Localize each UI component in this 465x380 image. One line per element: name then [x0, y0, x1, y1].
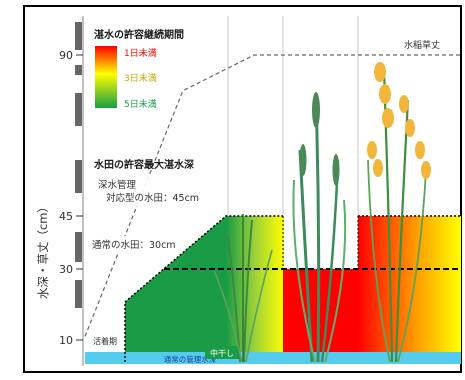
- area-heading: [358, 216, 461, 362]
- rice-plant-heading-icon: [292, 92, 347, 363]
- deep-water-label-line2: 対応型の水田：45cm: [106, 192, 199, 204]
- duration-legend: 湛水の許容継続期間 1日未満 3日未満 5日未満: [94, 28, 184, 110]
- plant-height-line: [84, 54, 461, 337]
- y-axis-ruler: [75, 22, 82, 308]
- duration-legend-swatch: [95, 46, 117, 108]
- stage-label-midseason: 中干し: [210, 348, 234, 358]
- y-tick-label: 30: [59, 263, 73, 276]
- y-axis-label: 水深・草丈（cm）: [36, 201, 50, 299]
- normal-water-label-bg: [89, 236, 169, 252]
- duration-legend-title: 湛水の許容継続期間: [94, 28, 184, 41]
- rice-plant-ripe-icon: [367, 62, 431, 363]
- stage-label-establishment: 活着期: [93, 336, 117, 346]
- figure-frame: [23, 5, 462, 373]
- submergence-areas: [125, 216, 461, 362]
- max-depth-title: 水田の許容最大湛水深: [93, 158, 194, 171]
- y-ticks: 10 30 45 90: [59, 49, 83, 347]
- plant-height-label: 水稲草丈: [404, 39, 440, 51]
- y-tick-label: 45: [59, 210, 73, 223]
- y-tick-label: 10: [59, 334, 73, 347]
- baseline-label: 通常の管理水深: [164, 354, 217, 364]
- line-deep-water-45: [124, 215, 283, 362]
- stage-label-bg: [87, 334, 123, 347]
- baseline-water-band: [85, 352, 461, 364]
- deep-water-label-line1: 深水管理: [98, 179, 137, 191]
- duration-legend-3days: 3日未満: [124, 72, 157, 84]
- normal-water-label: 通常の水田：30cm: [92, 239, 176, 251]
- duration-legend-5days: 5日未満: [124, 98, 157, 110]
- stage-label-drain-bg: [205, 346, 239, 359]
- area-green-slope: [125, 216, 228, 362]
- area-midseason-drain: [283, 269, 358, 362]
- y-tick-label: 90: [59, 49, 73, 62]
- deep-water-label-bg: [92, 176, 216, 206]
- duration-legend-1day: 1日未満: [124, 47, 157, 59]
- rice-plant-young-icon: [213, 214, 273, 363]
